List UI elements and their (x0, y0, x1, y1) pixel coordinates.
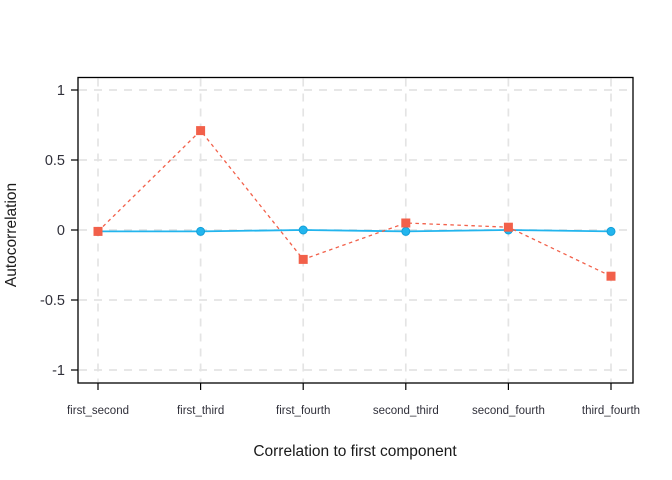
blue-solid-circles-marker (298, 225, 308, 235)
blue-solid-circles-marker (401, 226, 411, 236)
x-axis-title: Correlation to first component (253, 443, 457, 460)
red-dashed-squares-marker (503, 222, 513, 232)
chart-plot-area: 1 0.5 0 -0.5 -1 first_second first_third first_… (40, 76, 640, 417)
red-dashed-squares-marker (606, 271, 616, 281)
y-tick-label: -1 (52, 363, 65, 379)
blue-solid-circles-line (98, 229, 612, 233)
red-dashed-squares-line (97, 129, 612, 277)
x-category-label: first_third (177, 405, 224, 417)
x-category-label: second_fourth (472, 405, 545, 417)
y-tick-label: 0 (57, 223, 65, 239)
red-dashed-squares-marker (401, 218, 411, 228)
y-tick-label: 0.5 (45, 153, 65, 169)
x-category-label: third_fourth (582, 405, 640, 417)
plot-border (77, 76, 634, 384)
x-category-label: second_third (373, 405, 439, 417)
x-category-label: first_second (67, 405, 129, 417)
y-tick-label: 1 (57, 83, 65, 99)
blue-solid-circles-marker (196, 226, 206, 236)
red-dashed-squares-marker (196, 126, 206, 136)
red-dashed-squares-marker (298, 254, 308, 264)
red-dashed-squares-marker (93, 226, 103, 236)
y-tick-label: -0.5 (40, 293, 65, 309)
y-axis-title: Autocorrelation (3, 183, 20, 287)
x-category-label: first_fourth (276, 405, 330, 417)
blue-solid-circles-marker (606, 226, 616, 236)
